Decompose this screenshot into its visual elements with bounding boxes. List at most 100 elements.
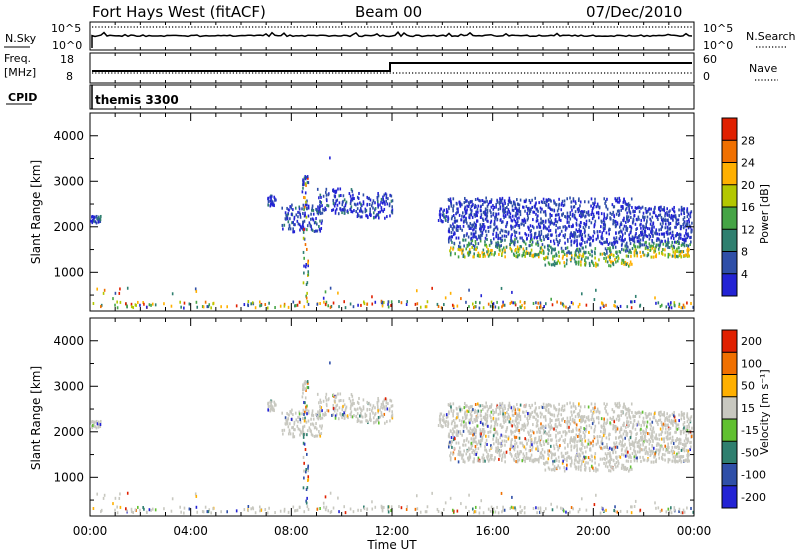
velocity-point (589, 469, 591, 473)
velocity-point (444, 423, 447, 427)
velocity-point (372, 416, 375, 420)
velocity-point (319, 413, 321, 417)
power-point (566, 197, 568, 201)
velocity-point (577, 467, 580, 471)
velocity-point (517, 453, 520, 457)
velocity-point (344, 407, 347, 411)
velocity-point (576, 412, 579, 416)
velocity-point (302, 408, 305, 412)
velocity-point (633, 415, 635, 419)
velocity-point (343, 416, 346, 420)
power-point (366, 202, 369, 206)
power-point (502, 246, 505, 250)
power-point (293, 223, 295, 227)
velocity-point (270, 402, 272, 406)
velocity-point (314, 425, 317, 429)
velocity-point (648, 412, 651, 416)
velocity-point (552, 444, 555, 448)
velocity-point (305, 420, 308, 424)
velocity-point (297, 427, 300, 431)
power-point (442, 220, 444, 224)
velocity-point (485, 450, 488, 454)
power-point (508, 199, 510, 203)
velocity-point (483, 431, 485, 435)
velocity-point (580, 447, 583, 451)
power-point (649, 235, 652, 239)
velocity-point (482, 427, 485, 431)
velocity-point (584, 429, 587, 433)
velocity-point (472, 448, 475, 452)
power-point (619, 250, 622, 254)
velocity-point (658, 410, 661, 414)
power-point (319, 219, 321, 223)
velocity-point (515, 414, 518, 418)
power-point (521, 304, 523, 308)
velocity-point (623, 424, 625, 428)
velocity-point (289, 410, 291, 414)
velocity-point (335, 394, 338, 398)
power-point (351, 189, 354, 193)
power-point (498, 248, 501, 252)
power-point (507, 202, 509, 206)
power-point (356, 215, 359, 219)
power-point (492, 207, 495, 211)
velocity-point (285, 418, 287, 422)
power-point (659, 209, 662, 213)
velocity-point (450, 422, 453, 426)
power-point (582, 210, 585, 214)
velocity-point (690, 435, 693, 439)
power-point (580, 229, 582, 233)
power-point (603, 215, 606, 219)
power-point (477, 210, 479, 214)
velocity-point (541, 448, 544, 452)
velocity-point (529, 406, 532, 410)
velocity-point (638, 438, 641, 442)
velocity-point (322, 399, 325, 403)
velocity-point (356, 407, 359, 411)
power-point (614, 300, 616, 304)
velocity-point (582, 418, 585, 422)
nave-tick-top: 60 (703, 53, 717, 66)
power-point (499, 236, 501, 240)
velocity-point (650, 449, 653, 453)
power-point (130, 302, 133, 306)
power-point (383, 207, 386, 211)
power-point (317, 205, 319, 209)
power-point (601, 252, 604, 256)
velocity-point (545, 439, 548, 443)
velocity-point (647, 452, 649, 456)
velocity-point (684, 429, 687, 433)
velocity-point (689, 416, 692, 420)
velocity-point (642, 437, 644, 441)
power-point (525, 247, 528, 251)
power-point (521, 254, 524, 258)
power-point (598, 258, 600, 262)
power-point (476, 207, 479, 211)
velocity-point (304, 401, 306, 405)
velocity-point (372, 404, 375, 408)
power-point (683, 241, 686, 245)
power-point (577, 262, 580, 266)
power-point (639, 238, 642, 242)
power-point (550, 199, 552, 203)
power-point (535, 207, 538, 211)
power-point (501, 220, 504, 224)
velocity-point (479, 430, 482, 434)
power-point (479, 215, 482, 219)
power-point (466, 244, 469, 248)
power-point (672, 236, 675, 240)
power-point (347, 211, 349, 215)
power-point (601, 234, 603, 238)
velocity-point (307, 466, 309, 470)
power-point (302, 230, 305, 234)
power-point (546, 199, 548, 203)
power-point (381, 304, 384, 308)
power-point (297, 215, 299, 219)
velocity-point (321, 424, 323, 428)
velocity-point (469, 455, 472, 459)
velocity-point (320, 406, 323, 410)
power-point (575, 253, 577, 257)
velocity-point (445, 416, 448, 420)
velocity-point (487, 407, 490, 411)
velocity-point (313, 426, 316, 430)
